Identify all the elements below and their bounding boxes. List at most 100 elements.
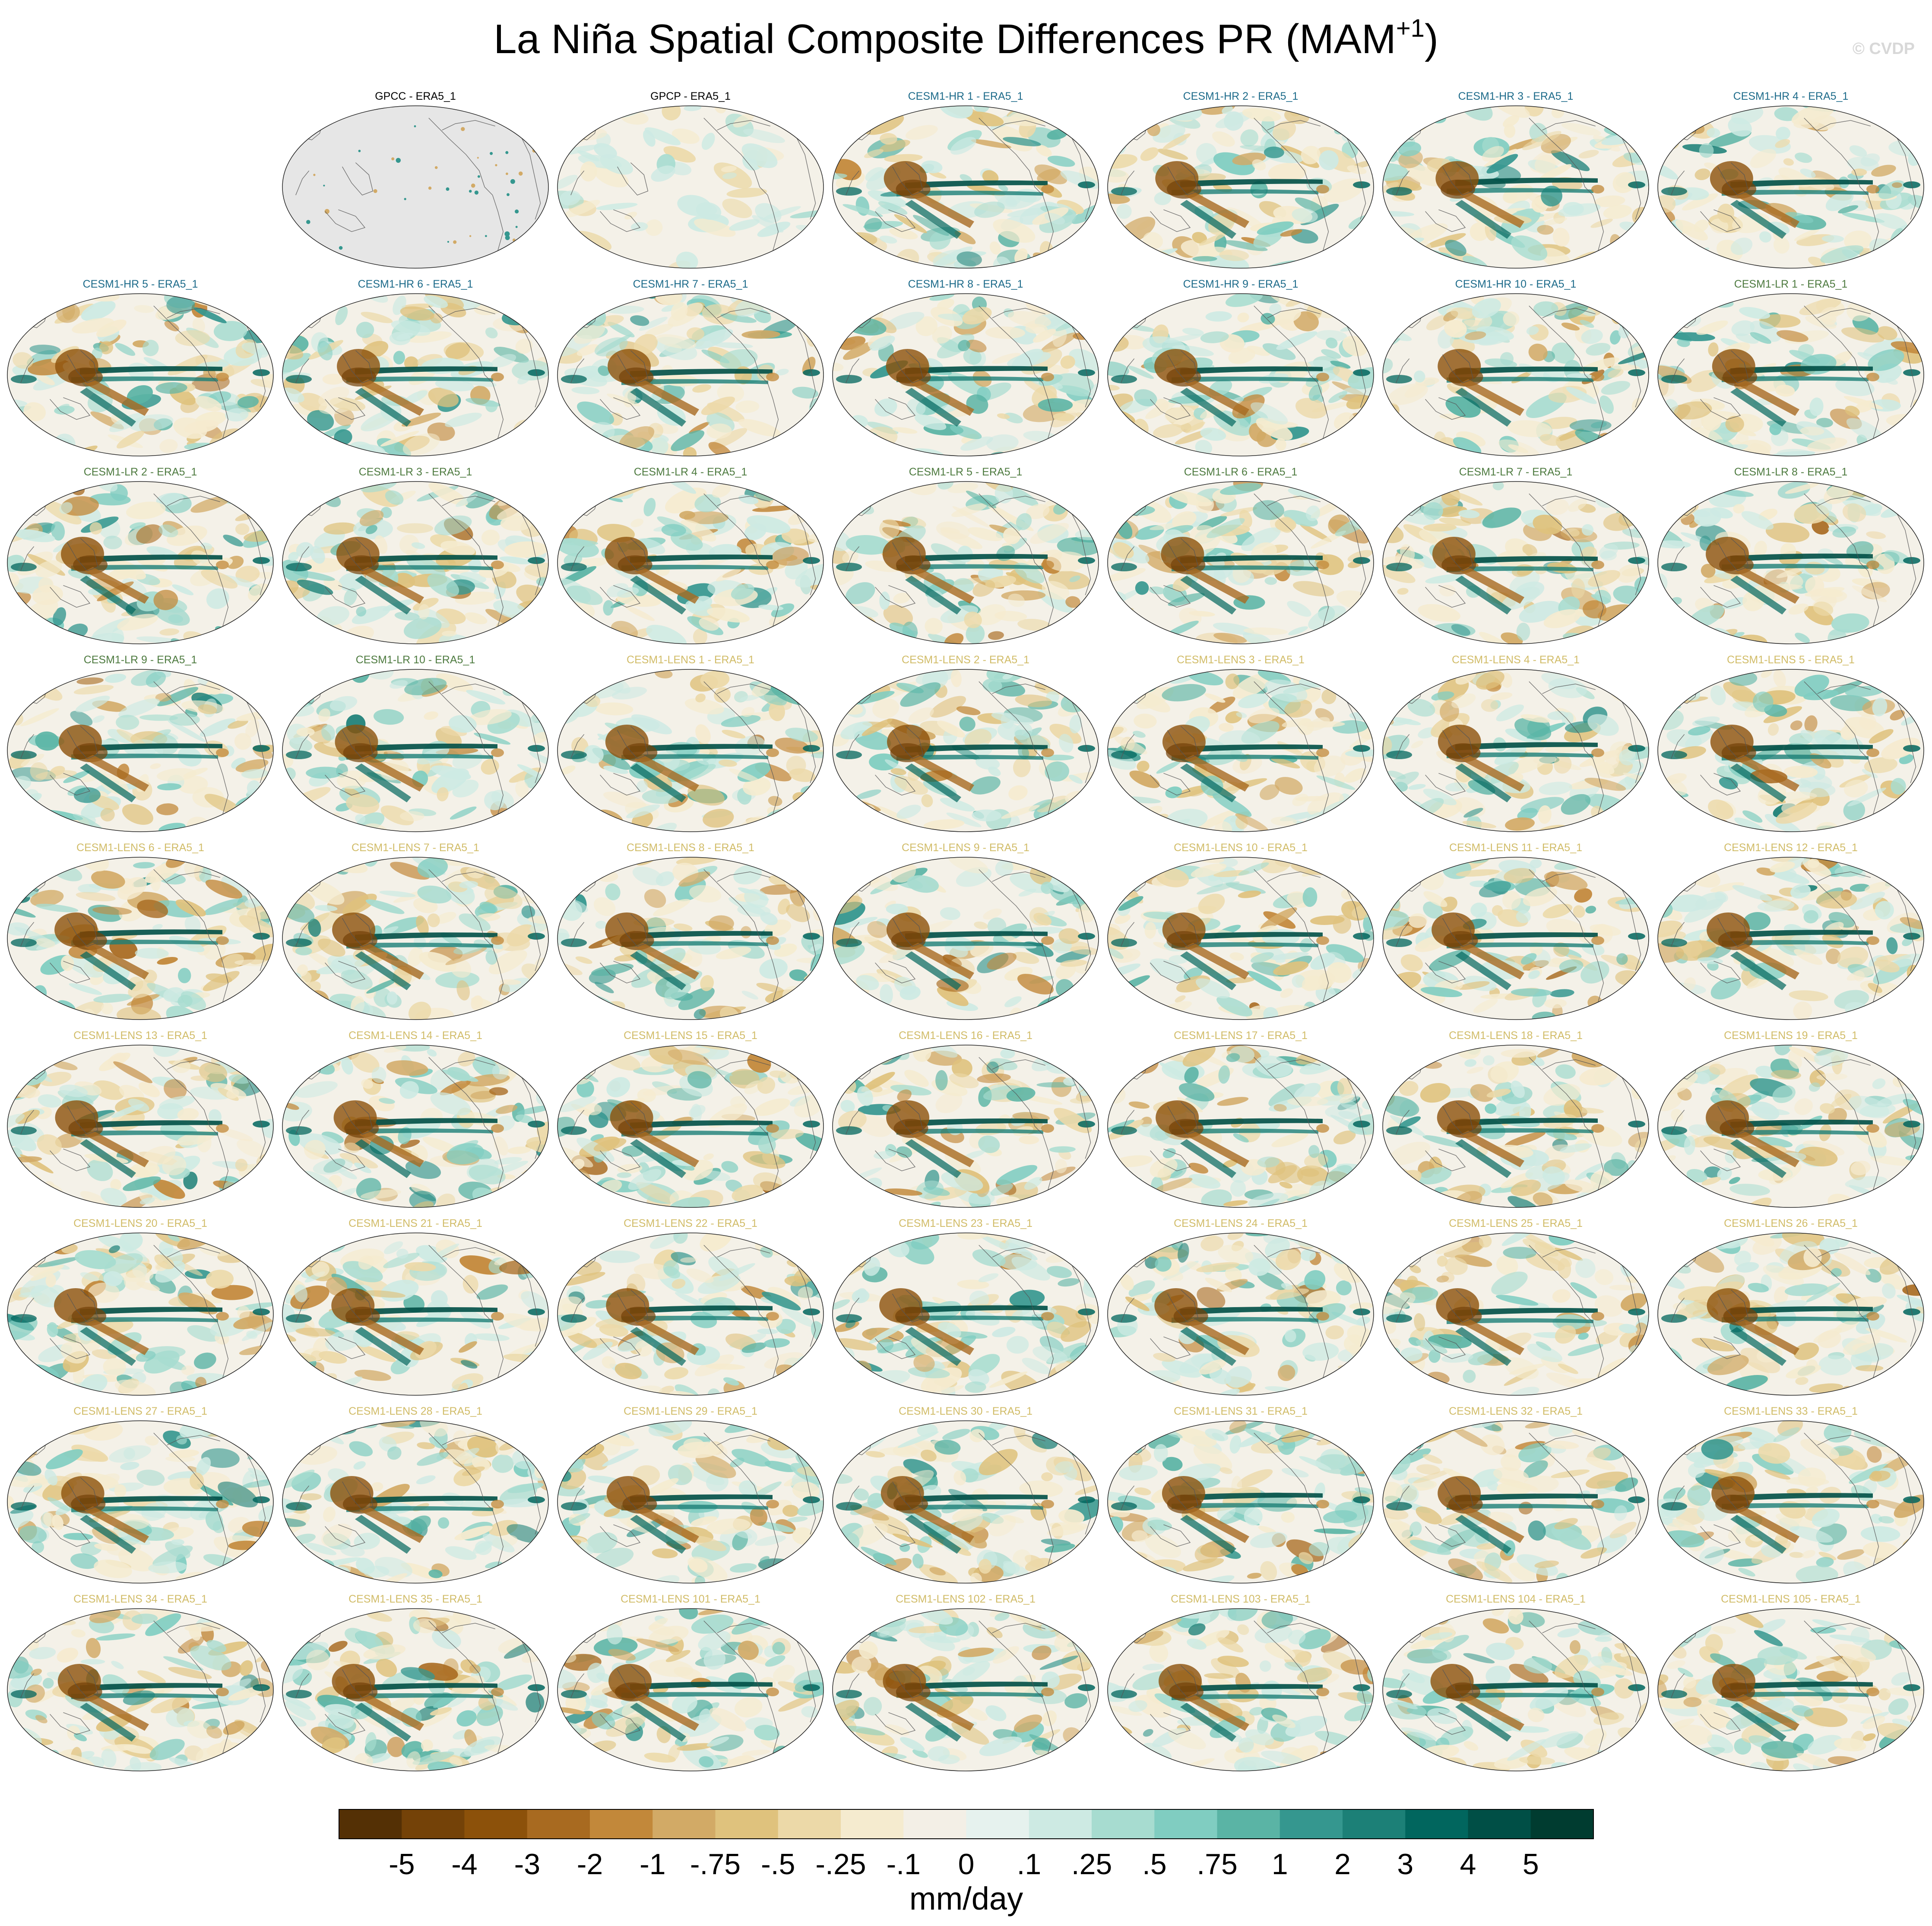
robinson-map (1107, 1232, 1374, 1396)
robinson-map (282, 1045, 549, 1208)
map-panel: CESM1-LR 9 - ERA5_1 (6, 652, 274, 840)
panel-title: CESM1-HR 5 - ERA5_1 (82, 278, 198, 290)
colorbar-tick-label: -1 (640, 1848, 665, 1881)
robinson-map (7, 1045, 274, 1208)
panel-title: CESM1-LENS 32 - ERA5_1 (1449, 1405, 1583, 1417)
panel-title: CESM1-LENS 4 - ERA5_1 (1452, 654, 1580, 666)
panel-title: CESM1-LENS 2 - ERA5_1 (902, 654, 1029, 666)
map-panel: CESM1-LENS 2 - ERA5_1 (832, 652, 1099, 840)
panel-title: CESM1-LR 1 - ERA5_1 (1734, 278, 1848, 290)
panel-title: CESM1-LENS 31 - ERA5_1 (1174, 1405, 1308, 1417)
map-panel: CESM1-LENS 15 - ERA5_1 (557, 1028, 824, 1216)
panel-title: CESM1-LENS 19 - ERA5_1 (1724, 1030, 1858, 1042)
panel-title: CESM1-LENS 23 - ERA5_1 (899, 1217, 1033, 1229)
colorbar-box (903, 1809, 966, 1839)
map-panel: CESM1-LENS 18 - ERA5_1 (1382, 1028, 1650, 1216)
robinson-map (7, 1608, 274, 1771)
panel-title: CESM1-LR 5 - ERA5_1 (909, 466, 1023, 478)
robinson-map (832, 293, 1099, 456)
map-panel: CESM1-LENS 3 - ERA5_1 (1107, 652, 1375, 840)
panel-title: CESM1-HR 10 - ERA5_1 (1455, 278, 1577, 290)
panel-title: CESM1-LENS 12 - ERA5_1 (1724, 842, 1858, 854)
robinson-map (1107, 1608, 1374, 1771)
panel-title: CESM1-HR 6 - ERA5_1 (358, 278, 473, 290)
title-superscript: +1 (1396, 14, 1425, 42)
map-panel: CESM1-HR 7 - ERA5_1 (557, 276, 824, 465)
colorbar-box (652, 1809, 716, 1839)
panel-title: GPCC - ERA5_1 (375, 90, 456, 102)
robinson-map (1657, 1608, 1924, 1771)
robinson-map (1657, 857, 1924, 1020)
colorbar-box (1530, 1809, 1594, 1839)
robinson-map (1657, 669, 1924, 832)
chart-title: La Niña Spatial Composite Differences PR… (0, 14, 1932, 63)
panel-title: CESM1-LENS 9 - ERA5_1 (902, 842, 1029, 854)
colorbar-tick-label: .1 (1017, 1848, 1041, 1881)
map-panel: CESM1-LENS 104 - ERA5_1 (1382, 1591, 1650, 1780)
map-panel: CESM1-HR 9 - ERA5_1 (1107, 276, 1375, 465)
robinson-map (1107, 105, 1374, 269)
colorbar-tick-label: -3 (514, 1848, 540, 1881)
colorbar-box (527, 1809, 590, 1839)
robinson-map (1382, 105, 1649, 269)
colorbar-box (464, 1809, 528, 1839)
robinson-map (282, 669, 549, 832)
panel-title: CESM1-LENS 104 - ERA5_1 (1446, 1593, 1586, 1605)
colorbar-box (715, 1809, 779, 1839)
panel-title: CESM1-LENS 25 - ERA5_1 (1449, 1217, 1583, 1229)
panel-title: CESM1-LENS 5 - ERA5_1 (1727, 654, 1855, 666)
panel-title: CESM1-LENS 15 - ERA5_1 (624, 1030, 757, 1042)
robinson-map (832, 481, 1099, 644)
map-panel: CESM1-LR 5 - ERA5_1 (832, 464, 1099, 653)
robinson-map (7, 481, 274, 644)
colorbar-box (339, 1809, 402, 1839)
colorbar-box (966, 1809, 1029, 1839)
robinson-map (7, 293, 274, 456)
robinson-map (1382, 481, 1649, 644)
robinson-map (1382, 1608, 1649, 1771)
robinson-map (282, 857, 549, 1020)
colorbar-box (1280, 1809, 1343, 1839)
colorbar-box (1343, 1809, 1406, 1839)
robinson-map (1382, 1420, 1649, 1584)
robinson-map (1382, 293, 1649, 456)
robinson-map (1382, 857, 1649, 1020)
panel-title: CESM1-LENS 18 - ERA5_1 (1449, 1030, 1583, 1042)
map-panel: CESM1-LENS 32 - ERA5_1 (1382, 1403, 1650, 1592)
map-panel: CESM1-LENS 31 - ERA5_1 (1107, 1403, 1375, 1592)
robinson-map (557, 1420, 824, 1584)
robinson-map (832, 105, 1099, 269)
colorbar-box (778, 1809, 841, 1839)
colorbar-tick-label: -2 (577, 1848, 603, 1881)
colorbar-tick-label: 3 (1397, 1848, 1413, 1881)
panel-title: CESM1-LENS 105 - ERA5_1 (1721, 1593, 1861, 1605)
map-panel: CESM1-LENS 11 - ERA5_1 (1382, 840, 1650, 1028)
map-panel: CESM1-HR 3 - ERA5_1 (1382, 89, 1650, 277)
map-panel: CESM1-LENS 8 - ERA5_1 (557, 840, 824, 1028)
map-panel: CESM1-LENS 16 - ERA5_1 (832, 1028, 1099, 1216)
panel-title: CESM1-HR 1 - ERA5_1 (908, 90, 1023, 102)
colorbar-tick-label: 0 (958, 1848, 975, 1881)
robinson-map (832, 1045, 1099, 1208)
panel-title: CESM1-LENS 30 - ERA5_1 (899, 1405, 1033, 1417)
panel-title: CESM1-LENS 24 - ERA5_1 (1174, 1217, 1308, 1229)
robinson-map (1657, 1232, 1924, 1396)
panel-title: CESM1-LENS 6 - ERA5_1 (76, 842, 204, 854)
robinson-map (557, 1232, 824, 1396)
colorbar-tick-label: 5 (1523, 1848, 1539, 1881)
robinson-map (832, 1608, 1099, 1771)
robinson-map (1107, 857, 1374, 1020)
robinson-map (1657, 105, 1924, 269)
map-panel: CESM1-LR 4 - ERA5_1 (557, 464, 824, 653)
robinson-map (832, 1420, 1099, 1584)
panel-title: CESM1-LENS 35 - ERA5_1 (348, 1593, 482, 1605)
map-panel: CESM1-LENS 21 - ERA5_1 (282, 1216, 549, 1404)
panel-title: CESM1-HR 7 - ERA5_1 (633, 278, 748, 290)
robinson-map (1107, 293, 1374, 456)
panel-title: GPCP - ERA5_1 (650, 90, 731, 102)
map-panel: CESM1-LENS 6 - ERA5_1 (6, 840, 274, 1028)
title-suffix: ) (1424, 16, 1438, 62)
map-panel: CESM1-LENS 101 - ERA5_1 (557, 1591, 824, 1780)
robinson-map (1657, 293, 1924, 456)
colorbar-box (841, 1809, 904, 1839)
